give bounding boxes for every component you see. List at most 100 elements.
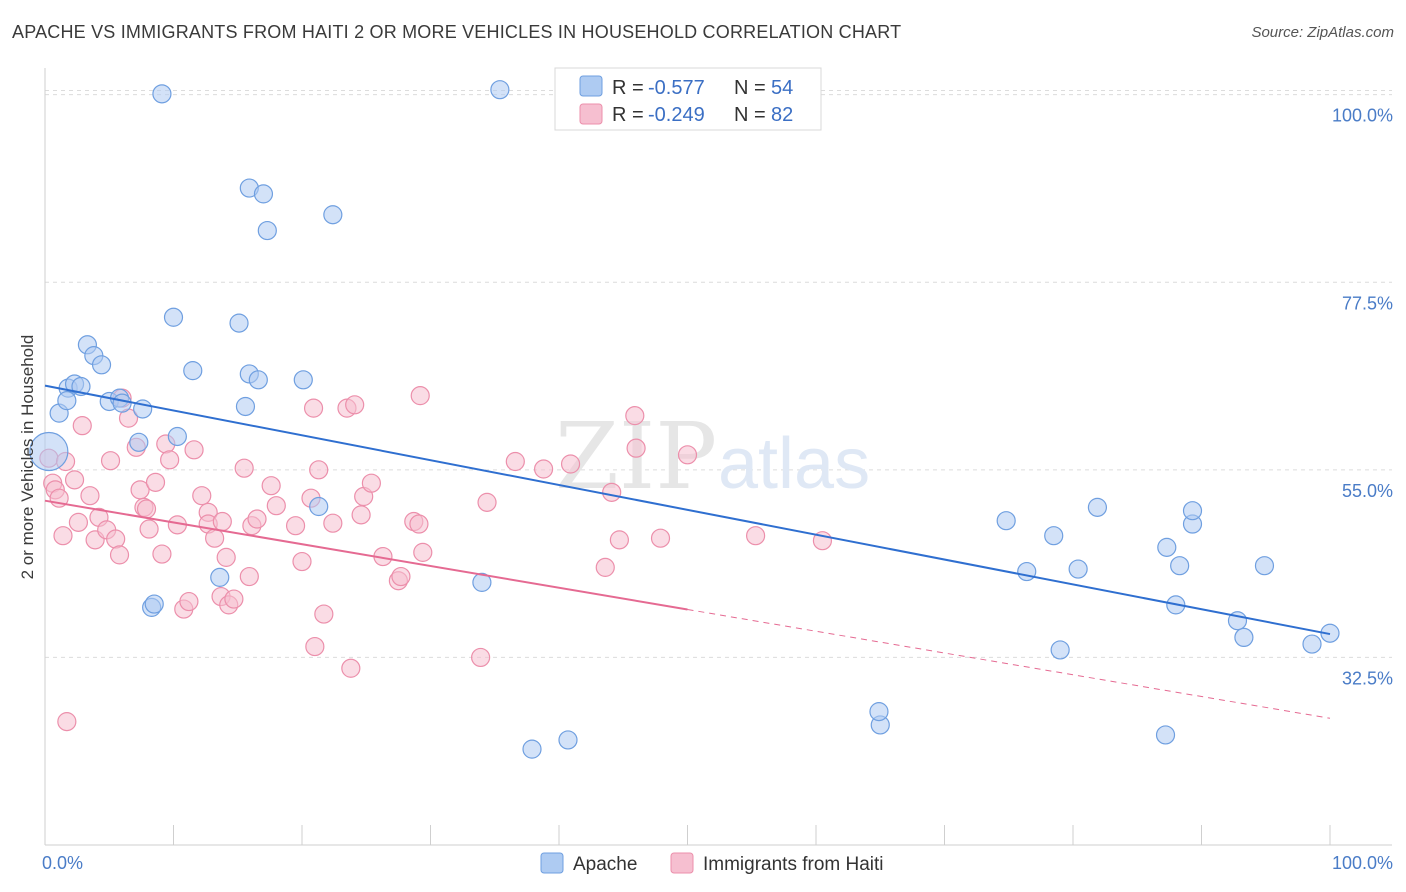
haiti-point (746, 526, 766, 546)
apache-point (253, 184, 274, 204)
haiti-trend-line (44, 499, 688, 611)
haiti-point (145, 472, 166, 492)
apache-point (1017, 561, 1037, 582)
apache-point (210, 567, 230, 587)
haiti-point (595, 557, 615, 577)
apache-point (558, 730, 578, 750)
apache-point (1170, 556, 1190, 576)
apache-point (235, 396, 256, 417)
haiti-point (224, 589, 244, 609)
apache-point (1155, 725, 1176, 745)
x-tick-label-max: 100.0% (1332, 853, 1393, 873)
legend-r-value-haiti: -0.249 (648, 104, 705, 126)
legend-n-label-apache: N = (734, 77, 766, 99)
apache-point (490, 80, 510, 100)
haiti-point (184, 440, 204, 460)
haiti-point (292, 551, 312, 572)
legend-n-value-apache: 54 (771, 77, 793, 99)
y-tick-label: 55.0% (1342, 481, 1393, 501)
legend-n-value-haiti: 82 (771, 104, 793, 126)
apache-point (323, 205, 343, 225)
watermark-atlas: atlas (718, 424, 870, 504)
apache-point (1087, 497, 1108, 517)
apache-point (293, 370, 313, 390)
apache-point (1044, 526, 1064, 546)
y-tick-label: 100.0% (1332, 106, 1393, 126)
legend-r-label-apache: R = (612, 77, 644, 99)
haiti-point (413, 542, 433, 562)
haiti-point (677, 445, 698, 465)
apache-point (257, 220, 277, 241)
haiti-point (409, 514, 429, 534)
haiti-point (136, 499, 157, 519)
apache-point (129, 432, 149, 452)
haiti-point (625, 406, 645, 426)
tick-labels: 32.5% 55.0% 77.5% 100.0% 0.0% 100.0% (42, 106, 1393, 873)
haiti-point (410, 386, 430, 406)
apache-point (1182, 501, 1203, 521)
source-label: Source: ZipAtlas.com (1251, 24, 1394, 41)
bottom-legend-swatch-apache (540, 852, 564, 874)
haiti-point (471, 647, 491, 668)
legend-swatch-apache (579, 75, 603, 97)
haiti-point (303, 398, 324, 418)
chart-title: APACHE VS IMMIGRANTS FROM HAITI 2 OR MOR… (12, 22, 902, 42)
apache-point (229, 313, 249, 333)
apache-point (1068, 559, 1088, 579)
haiti-point (72, 416, 92, 436)
y-tick-label: 77.5% (1342, 293, 1393, 313)
haiti-point (53, 526, 73, 546)
apache-point (144, 594, 164, 614)
haiti-point (505, 451, 525, 472)
haiti-point (345, 395, 365, 415)
haiti-point (234, 458, 254, 478)
apache-point (996, 511, 1016, 531)
bottom-legend: Apache Immigrants from Haiti (540, 852, 884, 875)
legend-r-label-haiti: R = (612, 104, 644, 126)
bottom-legend-swatch-haiti (670, 852, 694, 874)
haiti-point (68, 512, 89, 532)
legend-n-label-haiti: N = (734, 104, 766, 126)
apache-point (163, 307, 184, 327)
haiti-point (650, 528, 671, 548)
haiti-point (323, 513, 343, 533)
data-points (29, 80, 1340, 759)
haiti-point (391, 566, 411, 587)
apache-point (183, 361, 203, 381)
legend-swatch-haiti (579, 103, 603, 125)
haiti-point (100, 451, 121, 471)
apache-trend-line (44, 384, 1331, 636)
haiti-point (285, 516, 306, 536)
haiti-point (57, 712, 77, 732)
apache-point (1050, 640, 1070, 660)
haiti-point (341, 658, 361, 678)
bottom-legend-haiti: Immigrants from Haiti (703, 854, 884, 875)
haiti-point (361, 473, 381, 493)
haiti-point (239, 566, 259, 587)
haiti-point (351, 505, 371, 525)
haiti-point (560, 454, 581, 474)
haiti-point (212, 511, 232, 532)
haiti-point (160, 450, 180, 470)
apache-point (869, 702, 889, 722)
y-axis-label: 2 or more Vehicles in Household (18, 335, 37, 580)
haiti-point (216, 547, 236, 567)
apache-point (522, 739, 542, 759)
apache-point (1234, 627, 1254, 648)
haiti-point (247, 509, 267, 529)
apache-point (1302, 634, 1322, 654)
legend-r-value-apache: -0.577 (648, 77, 705, 99)
haiti-point (205, 528, 225, 548)
haiti-point (626, 438, 646, 458)
apache-point (29, 431, 69, 472)
bottom-legend-apache: Apache (573, 854, 637, 875)
apache-point (1254, 556, 1275, 576)
apache-point (248, 370, 268, 390)
haiti-point (314, 604, 334, 624)
legend-box: R = -0.577 N = 54 R = -0.249 N = 82 (554, 67, 822, 131)
haiti-point (602, 482, 622, 502)
y-tick-label: 32.5% (1342, 668, 1393, 688)
apache-point (152, 84, 172, 104)
apache-point (1157, 537, 1177, 557)
